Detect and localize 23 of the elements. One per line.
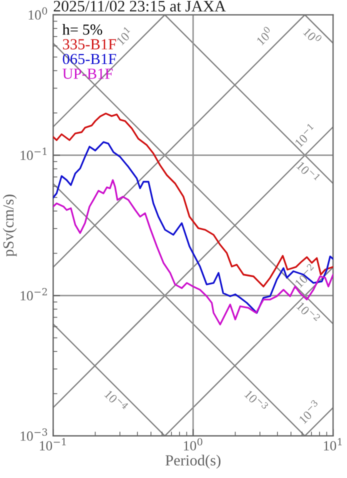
x-tick-label: 10$^{0}$: [184, 438, 202, 450]
text: 335-B1F: [62, 39, 116, 50]
y-tick-label: 10$^{−2}$: [20, 288, 47, 300]
x-tick-label: 10$^{1}$: [324, 438, 342, 450]
text: 10$^{0}$: [254, 26, 274, 46]
text: 10$^{−4}$: [104, 388, 129, 413]
x-tick-label: 10$^{−1}$: [40, 438, 66, 450]
y-tick-label: 10$^{−1}$: [20, 148, 46, 160]
text: 10$^{−3}$: [296, 399, 322, 424]
text: 10$^{0}$: [302, 26, 322, 46]
text: 065-B1F: [62, 54, 116, 64]
text: 10$^{−2}$: [296, 300, 321, 324]
text: 10$^{−2}$: [292, 263, 318, 288]
text: 10$^{−1}$: [292, 123, 317, 148]
y-tick-label: 10$^{−3}$: [20, 428, 48, 441]
y-axis-title: pSv(cm/s): [2, 194, 17, 257]
x-axis-title: Period(s): [166, 454, 220, 469]
y-tick-label: 10$^{0}$: [28, 7, 48, 20]
legend-title: h= 5%: [62, 24, 102, 35]
text: 10$^{−1}$: [296, 159, 320, 184]
text: 10$^{−3}$: [244, 388, 269, 413]
chart-title: 2025/11/02 23:15 at JAXA: [54, 0, 226, 12]
text: UP-B1F: [62, 68, 113, 79]
